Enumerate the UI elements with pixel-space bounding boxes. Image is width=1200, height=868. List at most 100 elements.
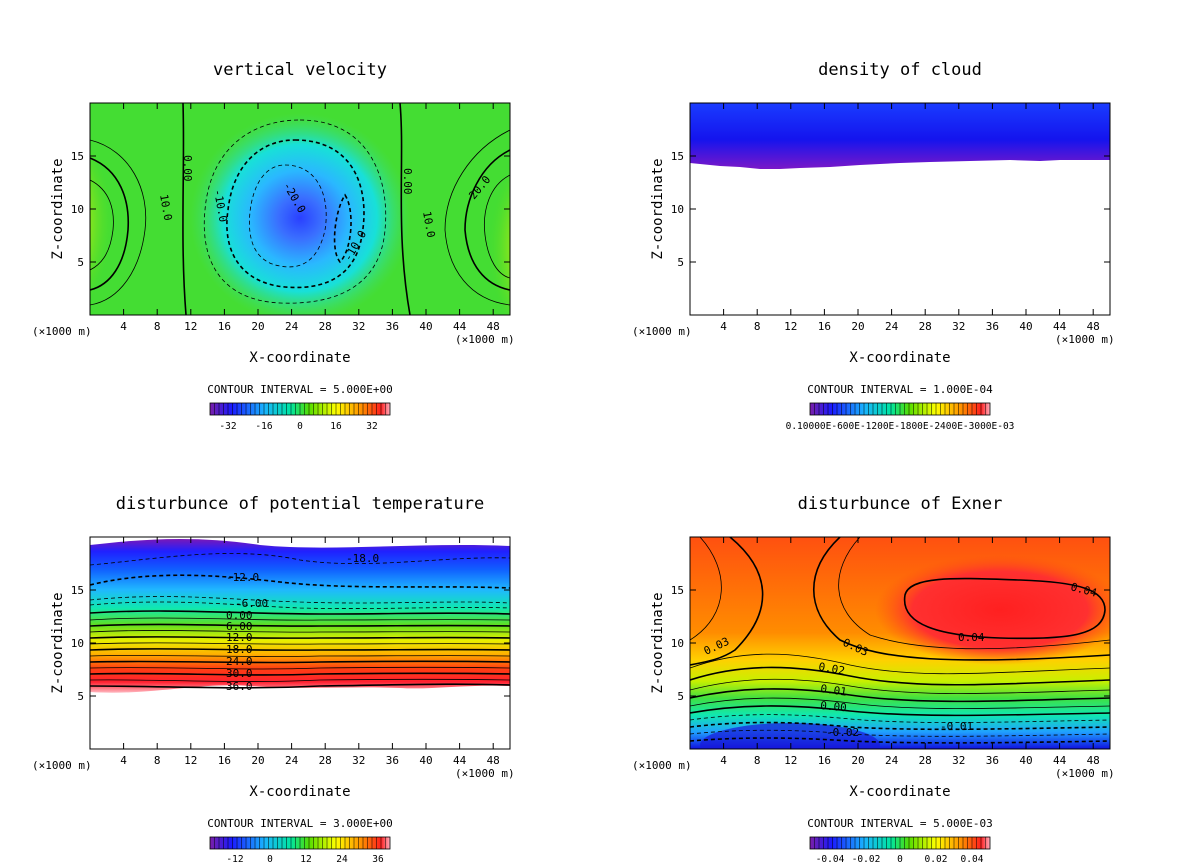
contour-interval: CONTOUR INTERVAL = 5.000E+00 [207, 383, 392, 396]
x-tick-label: 40 [419, 320, 432, 333]
contour-label: 24.0 [226, 655, 253, 668]
x-tick-label: 36 [386, 320, 399, 333]
x-tick-label: 48 [1087, 320, 1100, 333]
y-axis: 5 10 15 [671, 584, 1110, 703]
colorbar-tick: -16 [255, 421, 272, 432]
contour-interval: CONTOUR INTERVAL = 5.000E-03 [807, 817, 992, 830]
x-tick-label: 48 [1087, 754, 1100, 767]
x-axis: 4 8 12 16 20 24 28 32 36 40 44 48 [120, 537, 500, 767]
colorbar [809, 402, 991, 416]
contour-label: -0.02 [826, 726, 859, 739]
x-tick-label: 4 [120, 320, 127, 333]
y-axis: 5 10 15 [71, 150, 510, 269]
x-axis: 4 8 12 16 20 24 28 32 36 40 44 48 [720, 537, 1100, 767]
x-tick-label: 32 [352, 754, 365, 767]
contour-label: 0.00 [401, 168, 414, 195]
contour-label: 0.01 [820, 682, 848, 699]
x-tick-label: 24 [885, 754, 899, 767]
y-tick-label: 15 [71, 150, 84, 163]
x-tick-label: 4 [720, 320, 727, 333]
x-axis-label: X-coordinate [849, 784, 950, 800]
y-tick-label: 10 [671, 637, 684, 650]
plot-area: -18.0 -12.0 -6.00 0.00 6.00 12.0 18.0 24… [90, 537, 510, 749]
x-axis-label: X-coordinate [249, 350, 350, 366]
y-tick-label: 5 [677, 256, 684, 269]
colorbar-tick: 0 [267, 854, 273, 865]
x-tick-label: 20 [851, 754, 864, 767]
y-axis: 5 10 15 [71, 584, 510, 703]
contour-label: 0.02 [817, 660, 845, 677]
x-tick-label: 20 [851, 320, 864, 333]
x-unit-left: (×1000 m) [632, 325, 692, 338]
x-tick-label: 40 [1019, 754, 1032, 767]
y-tick-label: 5 [77, 256, 84, 269]
contour-label: 6.00 [226, 620, 253, 633]
x-tick-label: 16 [218, 754, 231, 767]
colorbar-tick: 0 [897, 854, 903, 865]
x-unit-left: (×1000 m) [32, 759, 92, 772]
contour-label: 10.0 [157, 193, 174, 221]
y-tick-label: 10 [71, 637, 84, 650]
x-tick-label: 28 [919, 320, 932, 333]
plot-area [690, 103, 1110, 315]
y-tick-label: 15 [671, 150, 684, 163]
x-tick-label: 44 [453, 754, 467, 767]
y-tick-label: 15 [671, 584, 684, 597]
x-tick-label: 20 [251, 320, 264, 333]
x-tick-label: 24 [285, 754, 299, 767]
contour-label: 0.04 [958, 631, 985, 644]
x-tick-label: 48 [487, 754, 500, 767]
x-tick-label: 32 [352, 320, 365, 333]
x-unit-left: (×1000 m) [32, 325, 92, 338]
colorbar-tick: 32 [366, 421, 377, 432]
contour-label: 0.00 [181, 155, 194, 182]
contour-label: 36.0 [226, 680, 253, 693]
x-tick-label: 36 [386, 754, 399, 767]
x-axis: 4 8 12 16 20 24 28 32 36 40 44 48 [120, 103, 500, 333]
colorbar-tick: -12 [226, 854, 243, 865]
x-tick-label: 36 [986, 754, 999, 767]
colorbar [209, 836, 391, 850]
panel-potential-temperature: disturbunce of potential temperature [32, 494, 515, 865]
x-axis-label: X-coordinate [249, 784, 350, 800]
x-tick-label: 8 [754, 754, 761, 767]
x-tick-label: 16 [218, 320, 231, 333]
panel-exner: disturbunce of Exner [632, 494, 1115, 865]
x-tick-label: 28 [319, 754, 332, 767]
x-tick-label: 28 [319, 320, 332, 333]
x-tick-label: 16 [818, 754, 831, 767]
colorbar [809, 836, 991, 850]
x-unit-left: (×1000 m) [632, 759, 692, 772]
chart-title: disturbunce of potential temperature [116, 494, 484, 514]
x-unit-right: (×1000 m) [1055, 767, 1115, 780]
x-tick-label: 40 [1019, 320, 1032, 333]
contour-interval: CONTOUR INTERVAL = 1.000E-04 [807, 383, 993, 396]
contour-label: -0.01 [940, 720, 973, 733]
x-tick-label: 12 [184, 320, 197, 333]
contour-label: -6.00 [235, 597, 268, 610]
y-axis-label: Z-coordinate [50, 592, 66, 693]
x-tick-label: 8 [754, 320, 761, 333]
contour-label: 12.0 [226, 631, 253, 644]
colorbar [209, 402, 391, 416]
x-unit-right: (×1000 m) [455, 333, 515, 346]
contour-label: 0.00 [226, 609, 253, 622]
y-tick-label: 5 [677, 690, 684, 703]
colorbar-tick: 12 [300, 854, 311, 865]
chart-title: density of cloud [818, 60, 982, 80]
panel-density-of-cloud: density of cloud 4 8 12 16 20 24 28 32 36 40 44 48 … [632, 60, 1115, 432]
colorbar-tick: 24 [336, 854, 348, 865]
x-tick-label: 4 [120, 754, 127, 767]
y-tick-label: 5 [77, 690, 84, 703]
y-axis-label: Z-coordinate [650, 158, 666, 259]
x-tick-label: 12 [184, 754, 197, 767]
contour-label: 18.0 [226, 643, 253, 656]
colorbar-tick: 0.04 [961, 854, 984, 865]
plot-area: 0.04 0.04 0.03 0.03 0.02 0.01 0.00 -0.01… [690, 537, 1110, 749]
colorbar-tick: 0.02 [925, 854, 948, 865]
plot-area: 10.0 0.00 -10.0 -20.0 -10.0 0.00 10.0 20… [90, 103, 510, 315]
x-tick-label: 16 [818, 320, 831, 333]
x-tick-label: 4 [720, 754, 727, 767]
x-tick-label: 36 [986, 320, 999, 333]
